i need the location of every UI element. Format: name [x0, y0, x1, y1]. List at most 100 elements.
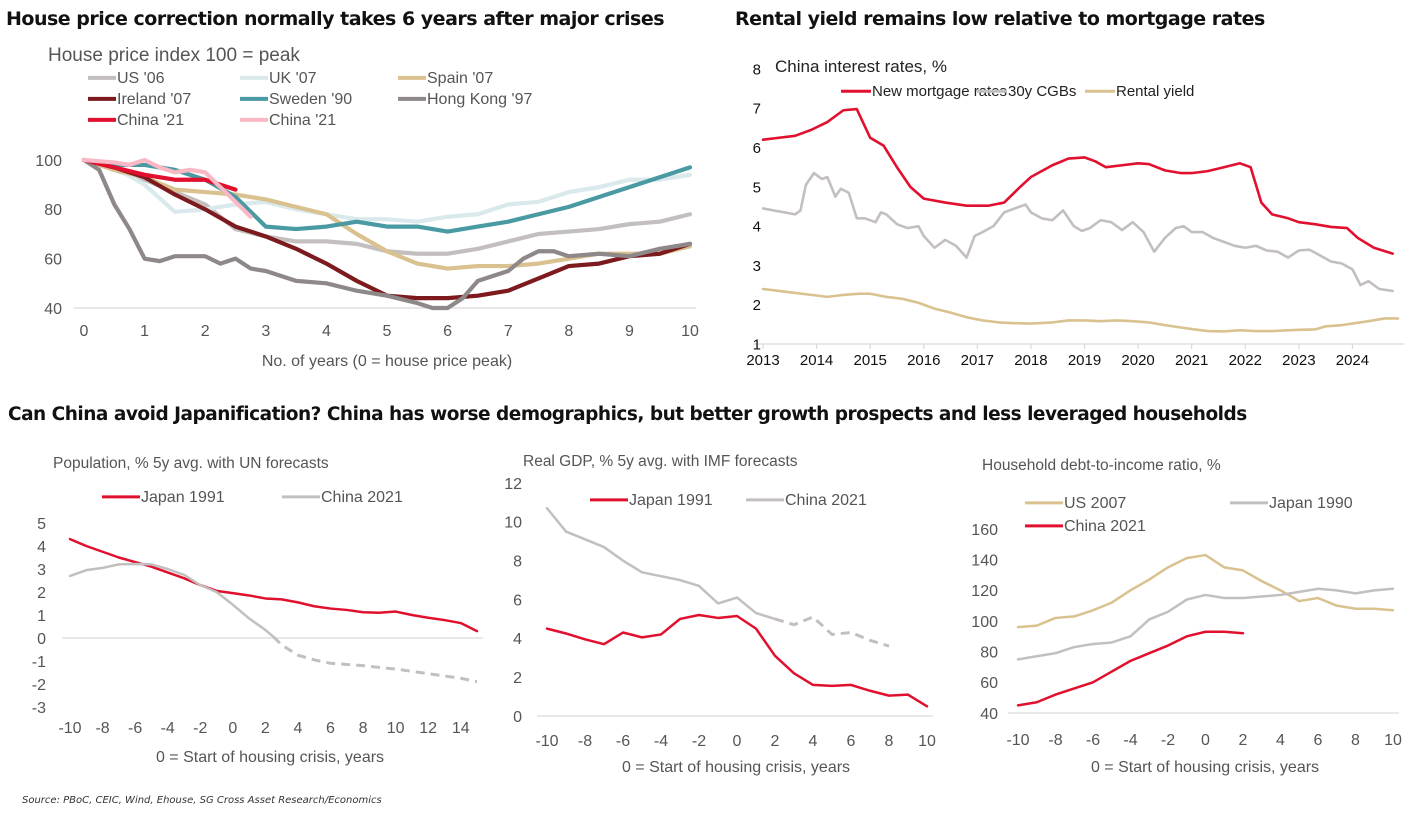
y-tick-label: 0 — [513, 709, 522, 726]
x-tick-label: 1 — [140, 323, 149, 340]
x-tick-label: 6 — [443, 323, 452, 340]
x-tick-label: -6 — [616, 733, 630, 750]
chart-title: Household debt-to-income ratio, % — [982, 457, 1221, 474]
x-tick-label: 2018 — [1014, 352, 1047, 369]
x-axis-label: 0 = Start of housing crisis, years — [156, 749, 384, 766]
x-tick-label: -8 — [578, 733, 592, 750]
legend-label: China 2021 — [1064, 518, 1146, 535]
x-tick-label: 8 — [359, 720, 368, 737]
y-tick-label: 6 — [753, 140, 761, 157]
x-tick-label: 2023 — [1282, 352, 1315, 369]
x-tick-label: -8 — [1048, 732, 1062, 749]
x-tick-label: 2014 — [800, 352, 833, 369]
y-tick-label: 3 — [37, 562, 46, 579]
x-tick-label: 10 — [387, 720, 405, 737]
y-tick-label: 2 — [37, 585, 46, 602]
x-tick-label: 2022 — [1229, 352, 1262, 369]
legend-label: New mortgage rates — [872, 83, 1007, 100]
x-tick-label: 2019 — [1068, 352, 1101, 369]
x-tick-label: 2 — [1239, 732, 1248, 749]
x-axis-label: 0 = Start of housing crisis, years — [622, 759, 850, 776]
series-line-uk-07 — [81, 157, 693, 224]
headline-rental-yield: Rental yield remains low relative to mor… — [735, 8, 1265, 30]
y-tick-label: 1 — [753, 336, 761, 353]
y-tick-label: 0 — [37, 631, 46, 648]
y-tick-label: 100 — [971, 614, 998, 631]
chart-household-debt: Household debt-to-income ratio, %4060801… — [971, 457, 1402, 776]
series-line-china-2021 — [1016, 630, 1245, 707]
headline-house-price: House price correction normally takes 6 … — [6, 8, 665, 30]
chart-rental-yield: China interest rates, % 1 2 3 4 5 6 7 8 2013 2014 2… — [746, 57, 1404, 369]
legend-label: Hong Kong '97 — [427, 91, 532, 108]
series-line-new-mortgage-rates — [761, 107, 1394, 255]
series-line-us-2007 — [1016, 553, 1395, 629]
y-tick-label: 8 — [513, 553, 522, 570]
legend-label: China 2021 — [321, 489, 403, 506]
legend-label: China 2021 — [785, 492, 867, 509]
y-tick-label: -1 — [32, 654, 46, 671]
y-tick-label: 120 — [971, 583, 998, 600]
x-tick-label: 4 — [1276, 732, 1285, 749]
x-tick-label: 2021 — [1175, 352, 1208, 369]
x-tick-label: 2016 — [907, 352, 940, 369]
x-tick-label: -2 — [692, 733, 706, 750]
series-line-japan-1991 — [68, 537, 479, 633]
x-tick-label: -2 — [1161, 732, 1175, 749]
x-tick-label: 7 — [504, 323, 513, 340]
series-line-china-2021-forecast — [272, 635, 478, 684]
y-tick-label: 2 — [753, 297, 761, 314]
chart-house-price: House price index 100 = peak 40 60 80 100 0 1 2… — [35, 45, 699, 370]
x-tick-label: 2 — [201, 323, 210, 340]
x-tick-label: 4 — [809, 733, 818, 750]
x-tick-label: 2 — [771, 733, 780, 750]
chart-title: Real GDP, % 5y avg. with IMF forecasts — [523, 453, 798, 470]
x-tick-label: -2 — [193, 720, 207, 737]
series-line-30y-cgbs — [761, 171, 1394, 293]
legend-label: Japan 1991 — [629, 492, 713, 509]
x-tick-label: 2020 — [1121, 352, 1154, 369]
y-tick-label: 12 — [504, 476, 522, 493]
x-tick-label: 12 — [419, 720, 437, 737]
y-tick-label: 6 — [513, 592, 522, 609]
legend-label: Sweden '90 — [269, 91, 352, 108]
legend-label: China '21 — [269, 112, 336, 129]
x-tick-label: 4 — [293, 720, 302, 737]
legend-label: Ireland '07 — [117, 91, 191, 108]
x-tick-label: 6 — [326, 720, 335, 737]
x-tick-label: 4 — [322, 323, 331, 340]
series-line-china-2021 — [68, 562, 275, 639]
series-line-china-21 — [81, 157, 238, 192]
series-line-rental-yield — [761, 287, 1400, 333]
y-tick-label: 7 — [753, 101, 761, 118]
y-tick-label: -2 — [32, 677, 46, 694]
y-tick-label: 160 — [971, 522, 998, 539]
y-tick-label: 10 — [504, 515, 522, 532]
x-tick-label: 10 — [918, 733, 936, 750]
y-tick-label: 4 — [753, 219, 761, 236]
series-line-china-2021 — [545, 506, 777, 621]
y-tick-label: 140 — [971, 552, 998, 569]
x-tick-label: 5 — [383, 323, 392, 340]
chart-title: China interest rates, % — [775, 57, 947, 76]
x-tick-label: -10 — [58, 720, 81, 737]
y-tick-label: 40 — [44, 301, 62, 318]
series-line-china-21 — [81, 157, 253, 219]
x-tick-label: 9 — [625, 323, 634, 340]
y-tick-label: 80 — [44, 202, 62, 219]
y-tick-label: 4 — [37, 539, 46, 556]
x-tick-label: 10 — [681, 323, 699, 340]
x-tick-label: 8 — [885, 733, 894, 750]
y-tick-label: 3 — [753, 258, 761, 275]
x-tick-label: -8 — [95, 720, 109, 737]
x-axis-label: 0 = Start of housing crisis, years — [1091, 759, 1319, 776]
headline-japanification: Can China avoid Japanification? China ha… — [8, 404, 1247, 425]
legend-label: China '21 — [117, 112, 184, 129]
chart-title: House price index 100 = peak — [48, 45, 300, 66]
legend-label: 30y CGBs — [1008, 83, 1076, 100]
series-line-japan-1990 — [1016, 587, 1395, 661]
legend-label: UK '07 — [269, 70, 317, 87]
y-tick-label: 100 — [35, 153, 62, 170]
x-tick-label: 14 — [452, 720, 470, 737]
source-note: Source: PBoC, CEIC, Wind, Ehouse, SG Cro… — [22, 795, 382, 806]
